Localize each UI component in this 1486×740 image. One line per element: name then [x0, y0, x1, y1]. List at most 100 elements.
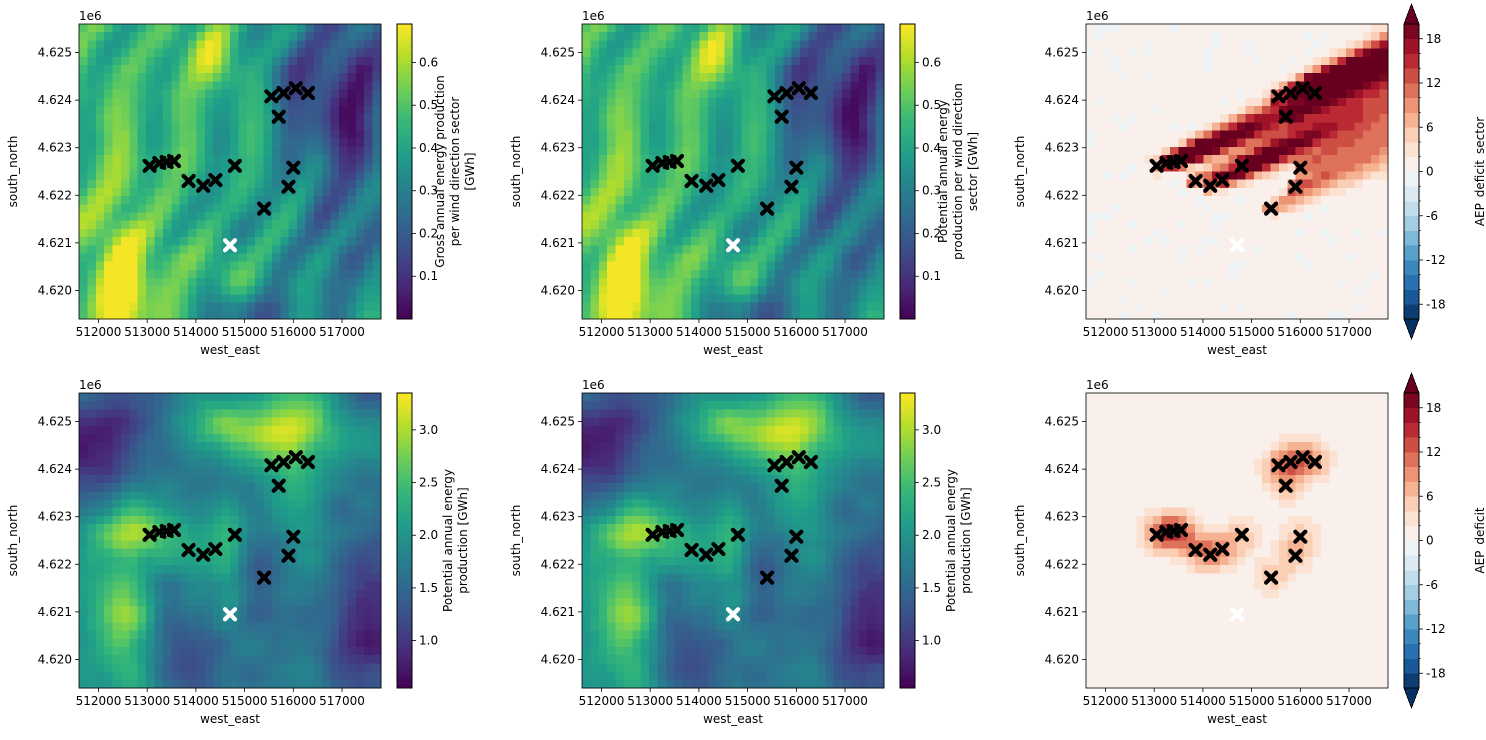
heatmap-cell — [867, 204, 877, 214]
heatmap-cell — [146, 540, 156, 550]
heatmap-cell — [1144, 89, 1154, 99]
colorbar-segment — [397, 189, 412, 195]
heatmap-cell — [230, 32, 239, 41]
heatmap-cell — [322, 442, 332, 451]
heatmap-cell — [858, 155, 868, 164]
heatmap-cell — [255, 171, 265, 181]
heatmap-cell — [255, 73, 265, 82]
heatmap-cell — [221, 171, 231, 181]
heatmap-cell — [1136, 130, 1146, 140]
heatmap-cell — [833, 310, 843, 320]
heatmap-cell — [1346, 196, 1356, 205]
heatmap-cell — [724, 196, 734, 205]
heatmap-cell — [674, 237, 684, 246]
heatmap-cell — [213, 524, 223, 533]
heatmap-cell — [255, 515, 265, 525]
heatmap-cell — [288, 155, 298, 164]
heatmap-cell — [1329, 212, 1339, 222]
heatmap-cell — [322, 40, 332, 50]
heatmap-cell — [1119, 245, 1129, 255]
heatmap-cell — [766, 105, 776, 115]
heatmap-cell — [1362, 310, 1372, 320]
heatmap-cell — [313, 474, 323, 484]
heatmap-cell — [263, 245, 273, 255]
heatmap-cell — [674, 220, 684, 230]
heatmap-cell — [875, 237, 885, 246]
heatmap-cell — [1186, 196, 1196, 205]
heatmap-cell — [347, 491, 357, 501]
heatmap-cell — [816, 32, 826, 41]
heatmap-cell — [1270, 228, 1280, 238]
heatmap-cell — [1270, 24, 1280, 33]
heatmap-cell — [330, 532, 340, 542]
heatmap-cell — [640, 105, 650, 115]
heatmap-cell — [1312, 228, 1322, 238]
heatmap-cell — [1237, 302, 1246, 312]
heatmap-cell — [758, 122, 768, 132]
heatmap-cell — [1337, 204, 1347, 214]
heatmap-cell — [1278, 196, 1288, 205]
heatmap-cell — [800, 155, 810, 164]
heatmap-cell — [816, 130, 826, 140]
heatmap-cell — [707, 294, 717, 304]
heatmap-cell — [280, 261, 290, 271]
heatmap-cell — [1270, 212, 1280, 222]
heatmap-cell — [154, 532, 164, 542]
heatmap-cell — [364, 417, 374, 427]
heatmap-cell — [665, 253, 675, 263]
heatmap-cell — [238, 146, 248, 156]
heatmap-cell — [104, 24, 114, 33]
heatmap-cell — [364, 269, 374, 279]
heatmap-cell — [355, 220, 365, 230]
heatmap-cell — [1262, 253, 1272, 263]
heatmap-cell — [364, 253, 374, 263]
heatmap-cell — [1287, 155, 1297, 164]
heatmap-cell — [699, 89, 709, 99]
heatmap-cell — [255, 146, 265, 156]
heatmap-cell — [271, 261, 281, 271]
colorbar-frame — [899, 23, 916, 320]
heatmap-cell — [1094, 24, 1104, 33]
heatmap-cell — [179, 310, 189, 320]
heatmap-cell — [95, 204, 105, 214]
heatmap-cell — [271, 179, 281, 189]
heatmap-cell — [1362, 212, 1372, 222]
heatmap-cell — [707, 146, 717, 156]
heatmap-cell — [1094, 89, 1104, 99]
heatmap-cell — [79, 278, 88, 287]
heatmap-cell — [607, 171, 617, 181]
heatmap-cell — [79, 163, 88, 173]
heatmap-cell — [154, 155, 164, 164]
heatmap-cell — [716, 237, 726, 246]
heatmap-cell — [707, 228, 717, 238]
heatmap-cell — [288, 228, 298, 238]
heatmap-cell — [1245, 155, 1255, 164]
heatmap-cell — [800, 302, 810, 312]
colorbar-segment — [397, 182, 412, 187]
heatmap-cell — [288, 146, 298, 156]
heatmap-cell — [221, 540, 231, 550]
heatmap-cell — [162, 540, 172, 550]
heatmap-cell — [288, 474, 298, 484]
heatmap-cell — [649, 146, 659, 156]
heatmap-cell — [615, 196, 625, 205]
heatmap-cell — [657, 286, 667, 296]
heatmap-cell — [1228, 89, 1238, 99]
heatmap-cell — [1312, 81, 1322, 91]
heatmap-cell — [716, 48, 726, 58]
heatmap-cell — [280, 483, 290, 492]
heatmap-cell — [129, 483, 139, 492]
heatmap-cell — [1379, 24, 1389, 33]
heatmap-cell — [162, 48, 172, 58]
heatmap-cell — [221, 393, 231, 402]
heatmap-cell — [875, 187, 885, 197]
heatmap-cell — [867, 302, 877, 312]
heatmap-cell — [204, 237, 214, 246]
heatmap-cell — [674, 228, 684, 238]
heatmap-cell — [238, 155, 248, 164]
heatmap-cell — [691, 163, 701, 173]
heatmap-cell — [196, 24, 206, 33]
heatmap-cell — [120, 474, 130, 484]
heatmap-cell — [590, 278, 600, 287]
heatmap-cell — [297, 425, 307, 435]
